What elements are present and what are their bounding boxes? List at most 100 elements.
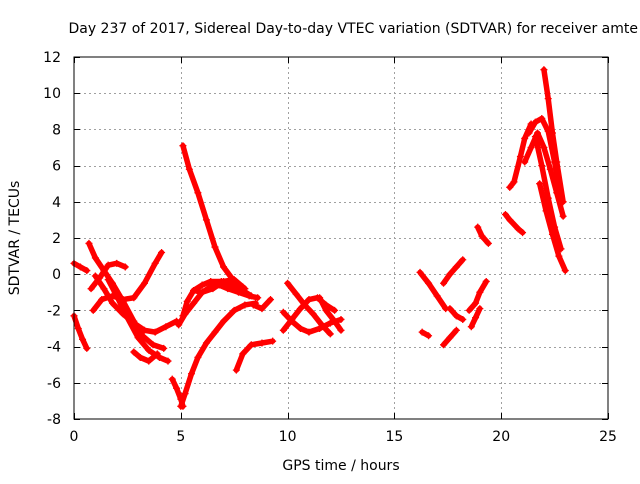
series-trail bbox=[319, 322, 334, 337]
data-point bbox=[183, 297, 191, 305]
data-point bbox=[215, 281, 223, 289]
y-tick-label: 8 bbox=[52, 122, 61, 138]
y-tick-label: 2 bbox=[52, 231, 61, 247]
data-point bbox=[531, 133, 539, 141]
series-trail bbox=[549, 130, 560, 165]
data-point bbox=[85, 239, 93, 247]
data-point bbox=[284, 279, 292, 287]
data-point bbox=[160, 344, 168, 352]
data-series bbox=[130, 348, 161, 365]
y-tick-label: -8 bbox=[47, 412, 61, 428]
data-point bbox=[288, 317, 296, 325]
data-series bbox=[175, 281, 262, 329]
data-point bbox=[220, 263, 228, 271]
tick-labels: 0 5 10 15 20 25 -8 -6 -4 -2 0 2 4 6 8 10 12 bbox=[43, 50, 617, 445]
data-point bbox=[207, 283, 215, 291]
series-trail bbox=[541, 144, 554, 172]
data-point bbox=[548, 230, 556, 238]
data-point bbox=[239, 283, 247, 291]
data-series bbox=[179, 142, 249, 293]
series-trail bbox=[212, 244, 227, 270]
data-point bbox=[440, 341, 448, 349]
data-point bbox=[305, 296, 313, 304]
data-point bbox=[121, 263, 129, 271]
data-point bbox=[173, 384, 181, 392]
data-point bbox=[472, 314, 480, 322]
data-series bbox=[249, 296, 275, 313]
data-point bbox=[190, 299, 198, 307]
data-point bbox=[452, 263, 460, 271]
y-tick-label: -2 bbox=[47, 303, 61, 319]
data-point bbox=[337, 315, 345, 323]
data-point bbox=[83, 344, 91, 352]
x-axis-label: GPS time / hours bbox=[282, 458, 399, 474]
data-point bbox=[130, 348, 138, 356]
series-trail bbox=[472, 305, 483, 321]
y-tick-label: -4 bbox=[47, 340, 61, 356]
series-trail bbox=[152, 249, 165, 267]
series-trail bbox=[233, 351, 246, 373]
data-point bbox=[179, 142, 187, 150]
data-point bbox=[521, 134, 529, 142]
data-point bbox=[514, 225, 522, 233]
data-point bbox=[211, 328, 219, 336]
data-point bbox=[292, 290, 300, 298]
data-point bbox=[553, 158, 561, 166]
data-point bbox=[527, 144, 535, 151]
series-trail bbox=[259, 296, 274, 312]
data-point bbox=[540, 66, 548, 74]
data-point bbox=[446, 270, 454, 278]
data-point bbox=[459, 315, 467, 323]
series-trail bbox=[479, 233, 492, 247]
data-point bbox=[478, 232, 486, 240]
series-trail bbox=[120, 298, 137, 325]
data-point bbox=[87, 285, 95, 293]
data-point bbox=[79, 335, 87, 343]
data-point bbox=[202, 339, 210, 347]
data-point bbox=[279, 308, 287, 316]
data-point bbox=[245, 292, 253, 300]
data-series bbox=[501, 210, 527, 237]
data-point bbox=[145, 357, 153, 365]
series-trail bbox=[545, 95, 556, 136]
data-point bbox=[322, 306, 330, 314]
data-point bbox=[296, 305, 304, 313]
data-point bbox=[234, 288, 242, 296]
series-trail bbox=[195, 340, 210, 361]
data-point bbox=[559, 198, 567, 206]
data-point bbox=[136, 353, 144, 361]
data-point bbox=[433, 292, 441, 300]
series-trail bbox=[434, 293, 449, 312]
data-point bbox=[194, 353, 202, 361]
chart-title: Day 237 of 2017, Sidereal Day-to-day VTE… bbox=[68, 21, 638, 37]
data-point bbox=[267, 296, 275, 304]
series-trail bbox=[447, 327, 460, 341]
y-tick-label: 12 bbox=[43, 50, 61, 66]
data-point bbox=[153, 350, 161, 358]
data-point bbox=[279, 326, 287, 334]
series-trail bbox=[186, 166, 201, 196]
data-point bbox=[544, 95, 552, 103]
data-point bbox=[316, 294, 324, 302]
data-series bbox=[177, 299, 260, 410]
series-trail bbox=[323, 302, 338, 314]
x-tick-label: 10 bbox=[279, 429, 297, 445]
axis-ticks bbox=[74, 57, 609, 420]
series-trail bbox=[141, 260, 158, 286]
data-series bbox=[467, 305, 484, 331]
data-point bbox=[331, 317, 339, 325]
data-point bbox=[482, 277, 490, 285]
data-point bbox=[198, 281, 206, 289]
data-point bbox=[531, 118, 539, 126]
data-point bbox=[83, 267, 91, 275]
series-trail bbox=[203, 217, 218, 250]
y-tick-label: 10 bbox=[43, 86, 61, 102]
data-point bbox=[425, 332, 433, 340]
data-point bbox=[536, 180, 544, 188]
data-point bbox=[211, 243, 219, 251]
series-trail bbox=[182, 371, 195, 397]
data-point bbox=[224, 285, 232, 293]
data-point bbox=[540, 144, 548, 151]
data-point bbox=[104, 261, 112, 269]
series-trail bbox=[231, 276, 246, 290]
